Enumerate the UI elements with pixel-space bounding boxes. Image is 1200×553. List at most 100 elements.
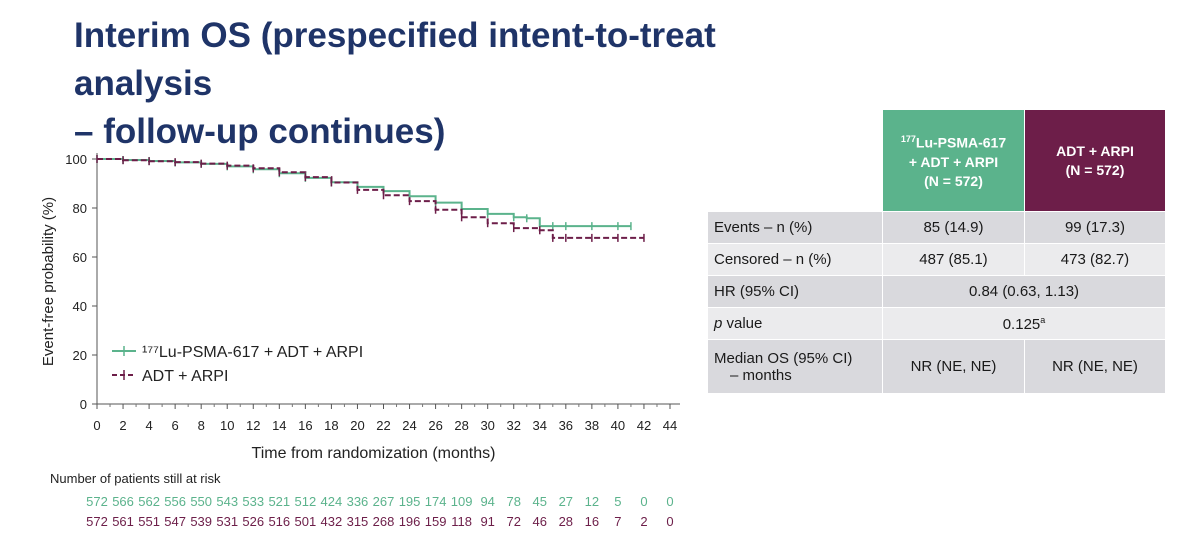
series-line xyxy=(97,158,631,228)
x-tick-label: 26 xyxy=(428,418,442,433)
x-tick-label: 34 xyxy=(533,418,547,433)
at-risk-value: 94 xyxy=(480,494,494,509)
x-tick-label: 28 xyxy=(454,418,468,433)
row-median-os: Median OS (95% CI) – months NR (NE, NE) … xyxy=(707,339,1166,394)
lu-header-line3: (N = 572) xyxy=(924,172,983,189)
at-risk-value: 267 xyxy=(373,494,395,509)
at-risk-value: 531 xyxy=(216,514,238,529)
x-tick-label: 8 xyxy=(198,418,205,433)
censored-lu: 487 (85.1) xyxy=(882,243,1025,276)
x-tick-label: 44 xyxy=(663,418,677,433)
title-line-1: Interim OS (prespecified intent-to-treat… xyxy=(74,16,716,103)
at-risk-value: 159 xyxy=(425,514,447,529)
y-tick-label: 20 xyxy=(73,348,87,363)
at-risk-value: 174 xyxy=(425,494,447,509)
at-risk-value: 118 xyxy=(451,514,472,529)
lu-header-line2: + ADT + ARPI xyxy=(908,153,999,170)
x-tick-label: 22 xyxy=(376,418,390,433)
at-risk-value: 196 xyxy=(399,514,421,529)
p-label-rest: value xyxy=(722,315,763,332)
x-tick-label: 42 xyxy=(637,418,651,433)
x-tick-label: 4 xyxy=(145,418,152,433)
x-tick-label: 18 xyxy=(324,418,338,433)
hr-value: 0.84 (0.63, 1.13) xyxy=(882,275,1166,308)
series-lu-psma xyxy=(96,155,632,231)
at-risk-value: 572 xyxy=(86,514,108,529)
at-risk-value: 45 xyxy=(533,494,547,509)
at-risk-value: 0 xyxy=(666,514,673,529)
median-label: Median OS (95% CI) – months xyxy=(707,339,883,394)
at-risk-value: 7 xyxy=(614,514,621,529)
y-tick-label: 80 xyxy=(73,201,87,216)
at-risk-value: 539 xyxy=(190,514,212,529)
median-label-line1: Median OS (95% CI) xyxy=(714,349,853,367)
at-risk-value: 521 xyxy=(268,494,290,509)
at-risk-value: 547 xyxy=(164,514,186,529)
legend: ¹⁷⁷Lu-PSMA-617 + ADT + ARPI ADT + ARPI xyxy=(112,344,363,385)
lu-isotope-sup: 177 xyxy=(900,134,916,145)
series-adt-arpi xyxy=(96,155,645,242)
at-risk-value: 268 xyxy=(373,514,395,529)
legend-label: ¹⁷⁷Lu-PSMA-617 + ADT + ARPI xyxy=(142,344,363,361)
y-tick-label: 40 xyxy=(73,299,87,314)
events-adt: 99 (17.3) xyxy=(1024,211,1166,244)
x-tick-label: 10 xyxy=(220,418,234,433)
censored-adt: 473 (82.7) xyxy=(1024,243,1166,276)
at-risk-value: 432 xyxy=(321,514,343,529)
at-risk-value: 550 xyxy=(190,494,212,509)
at-risk-value: 195 xyxy=(399,494,421,509)
censored-label: Censored – n (%) xyxy=(707,243,883,276)
at-risk-value: 72 xyxy=(506,514,520,529)
x-tick-label: 0 xyxy=(93,418,100,433)
at-risk-value: 562 xyxy=(138,494,160,509)
x-tick-label: 32 xyxy=(506,418,520,433)
at-risk-value: 315 xyxy=(347,514,369,529)
at-risk-value: 0 xyxy=(666,494,673,509)
p-value-footnote: a xyxy=(1040,314,1046,325)
row-censored: Censored – n (%) 487 (85.1) 473 (82.7) xyxy=(707,243,1166,276)
legend-label: ADT + ARPI xyxy=(142,368,228,385)
median-lu: NR (NE, NE) xyxy=(882,339,1025,394)
adt-header-line1: ADT + ARPI xyxy=(1056,142,1134,159)
at-risk-value: 91 xyxy=(480,514,494,529)
at-risk-value: 516 xyxy=(268,514,290,529)
row-hr: HR (95% CI) 0.84 (0.63, 1.13) xyxy=(707,275,1166,308)
x-tick-label: 24 xyxy=(402,418,416,433)
y-tick-label: 60 xyxy=(73,250,87,265)
x-tick-label: 40 xyxy=(611,418,625,433)
at-risk-value: 5 xyxy=(614,494,621,509)
header-lu-arm: 177Lu-PSMA-617 + ADT + ARPI (N = 572) xyxy=(882,109,1025,212)
at-risk-value: 2 xyxy=(640,514,647,529)
title-line-2: – follow-up continues) xyxy=(74,112,446,151)
at-risk-value: 561 xyxy=(112,514,134,529)
at-risk-value: 336 xyxy=(347,494,369,509)
at-risk-value: 526 xyxy=(242,514,264,529)
at-risk-value: 424 xyxy=(321,494,343,509)
p-label-italic: p xyxy=(714,315,723,332)
x-tick-label: 12 xyxy=(246,418,260,433)
x-tick-label: 16 xyxy=(298,418,312,433)
hr-label: HR (95% CI) xyxy=(707,275,883,308)
at-risk-value: 566 xyxy=(112,494,134,509)
at-risk-value: 27 xyxy=(559,494,573,509)
at-risk-value: 533 xyxy=(242,494,264,509)
header-adt-arm: ADT + ARPI (N = 572) xyxy=(1024,109,1166,212)
at-risk-value: 572 xyxy=(86,494,108,509)
p-value: 0.125a xyxy=(882,307,1166,340)
x-tick-label: 6 xyxy=(172,418,179,433)
x-tick-label: 2 xyxy=(119,418,126,433)
x-tick-label: 20 xyxy=(350,418,364,433)
at-risk-value: 0 xyxy=(640,494,647,509)
at-risk-heading: Number of patients still at risk xyxy=(50,471,221,486)
at-risk-value: 109 xyxy=(451,494,473,509)
at-risk-value: 501 xyxy=(295,514,317,529)
x-tick-label: 30 xyxy=(480,418,494,433)
adt-header-line2: (N = 572) xyxy=(1065,161,1125,178)
at-risk-value: 556 xyxy=(164,494,186,509)
events-label: Events – n (%) xyxy=(707,211,883,244)
at-risk-value: 16 xyxy=(585,514,599,529)
at-risk-value: 28 xyxy=(559,514,573,529)
median-label-line2: – months xyxy=(730,366,792,384)
at-risk-value: 551 xyxy=(138,514,160,529)
y-tick-label: 0 xyxy=(80,397,87,412)
